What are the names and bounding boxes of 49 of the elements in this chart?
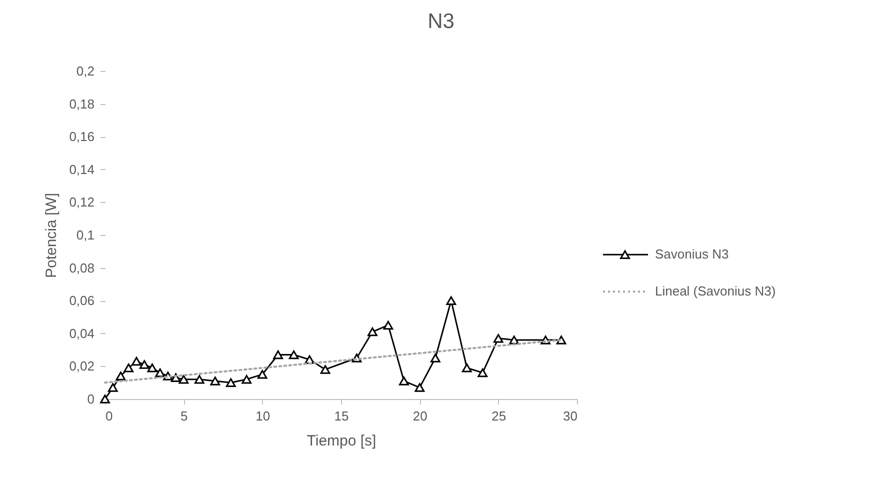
point: [430, 354, 440, 362]
x-tick-label: 5: [180, 408, 188, 424]
chart-title: N3: [428, 10, 454, 33]
x-tick-label: 30: [563, 408, 578, 424]
x-tick-label: 20: [412, 408, 428, 424]
point: [509, 336, 519, 344]
point: [132, 356, 142, 366]
y-tick-label: 0,08: [69, 260, 94, 276]
point: [147, 363, 158, 372]
point: [414, 383, 425, 392]
y-axis-title: Potencia [W]: [43, 192, 60, 278]
point: [108, 383, 118, 392]
point: [399, 376, 409, 386]
legend-label: Lineal (Savonius N3): [655, 284, 776, 299]
point: [493, 334, 504, 343]
point: [288, 350, 299, 360]
y-tick-label: 0,04: [69, 326, 94, 341]
y-tick-label: 0,18: [69, 96, 94, 112]
point: [383, 320, 394, 330]
point: [116, 372, 126, 380]
y-tick-label: 0,06: [69, 293, 94, 308]
y-tick-label: 0,1: [76, 228, 94, 242]
y-tick-label: 0,02: [69, 358, 94, 374]
y-tick-label: 0: [87, 392, 94, 406]
point: [273, 350, 283, 360]
point: [194, 374, 204, 384]
point: [320, 365, 330, 374]
point: [226, 378, 236, 387]
y-tick-label: 0,16: [69, 129, 94, 144]
point: [478, 368, 488, 378]
legend-label: Savonius N3: [655, 246, 729, 262]
point: [178, 374, 189, 384]
point: [139, 360, 150, 369]
x-tick-label: 0: [106, 408, 113, 424]
point: [462, 363, 472, 372]
y-tick-label: 0,2: [76, 64, 94, 78]
point: [155, 368, 165, 378]
point: [368, 327, 378, 336]
point: [446, 296, 456, 305]
x-tick-label: 10: [256, 408, 270, 424]
point: [210, 376, 220, 386]
y-tick-label: 0,12: [69, 194, 94, 210]
x-axis-title: Tiempo [s]: [306, 432, 376, 450]
point: [242, 374, 252, 384]
x-tick-label: 15: [334, 408, 349, 424]
y-tick-label: 0,14: [69, 162, 94, 177]
x-tick-label: 25: [492, 408, 506, 424]
point: [257, 370, 268, 379]
point: [124, 363, 134, 372]
